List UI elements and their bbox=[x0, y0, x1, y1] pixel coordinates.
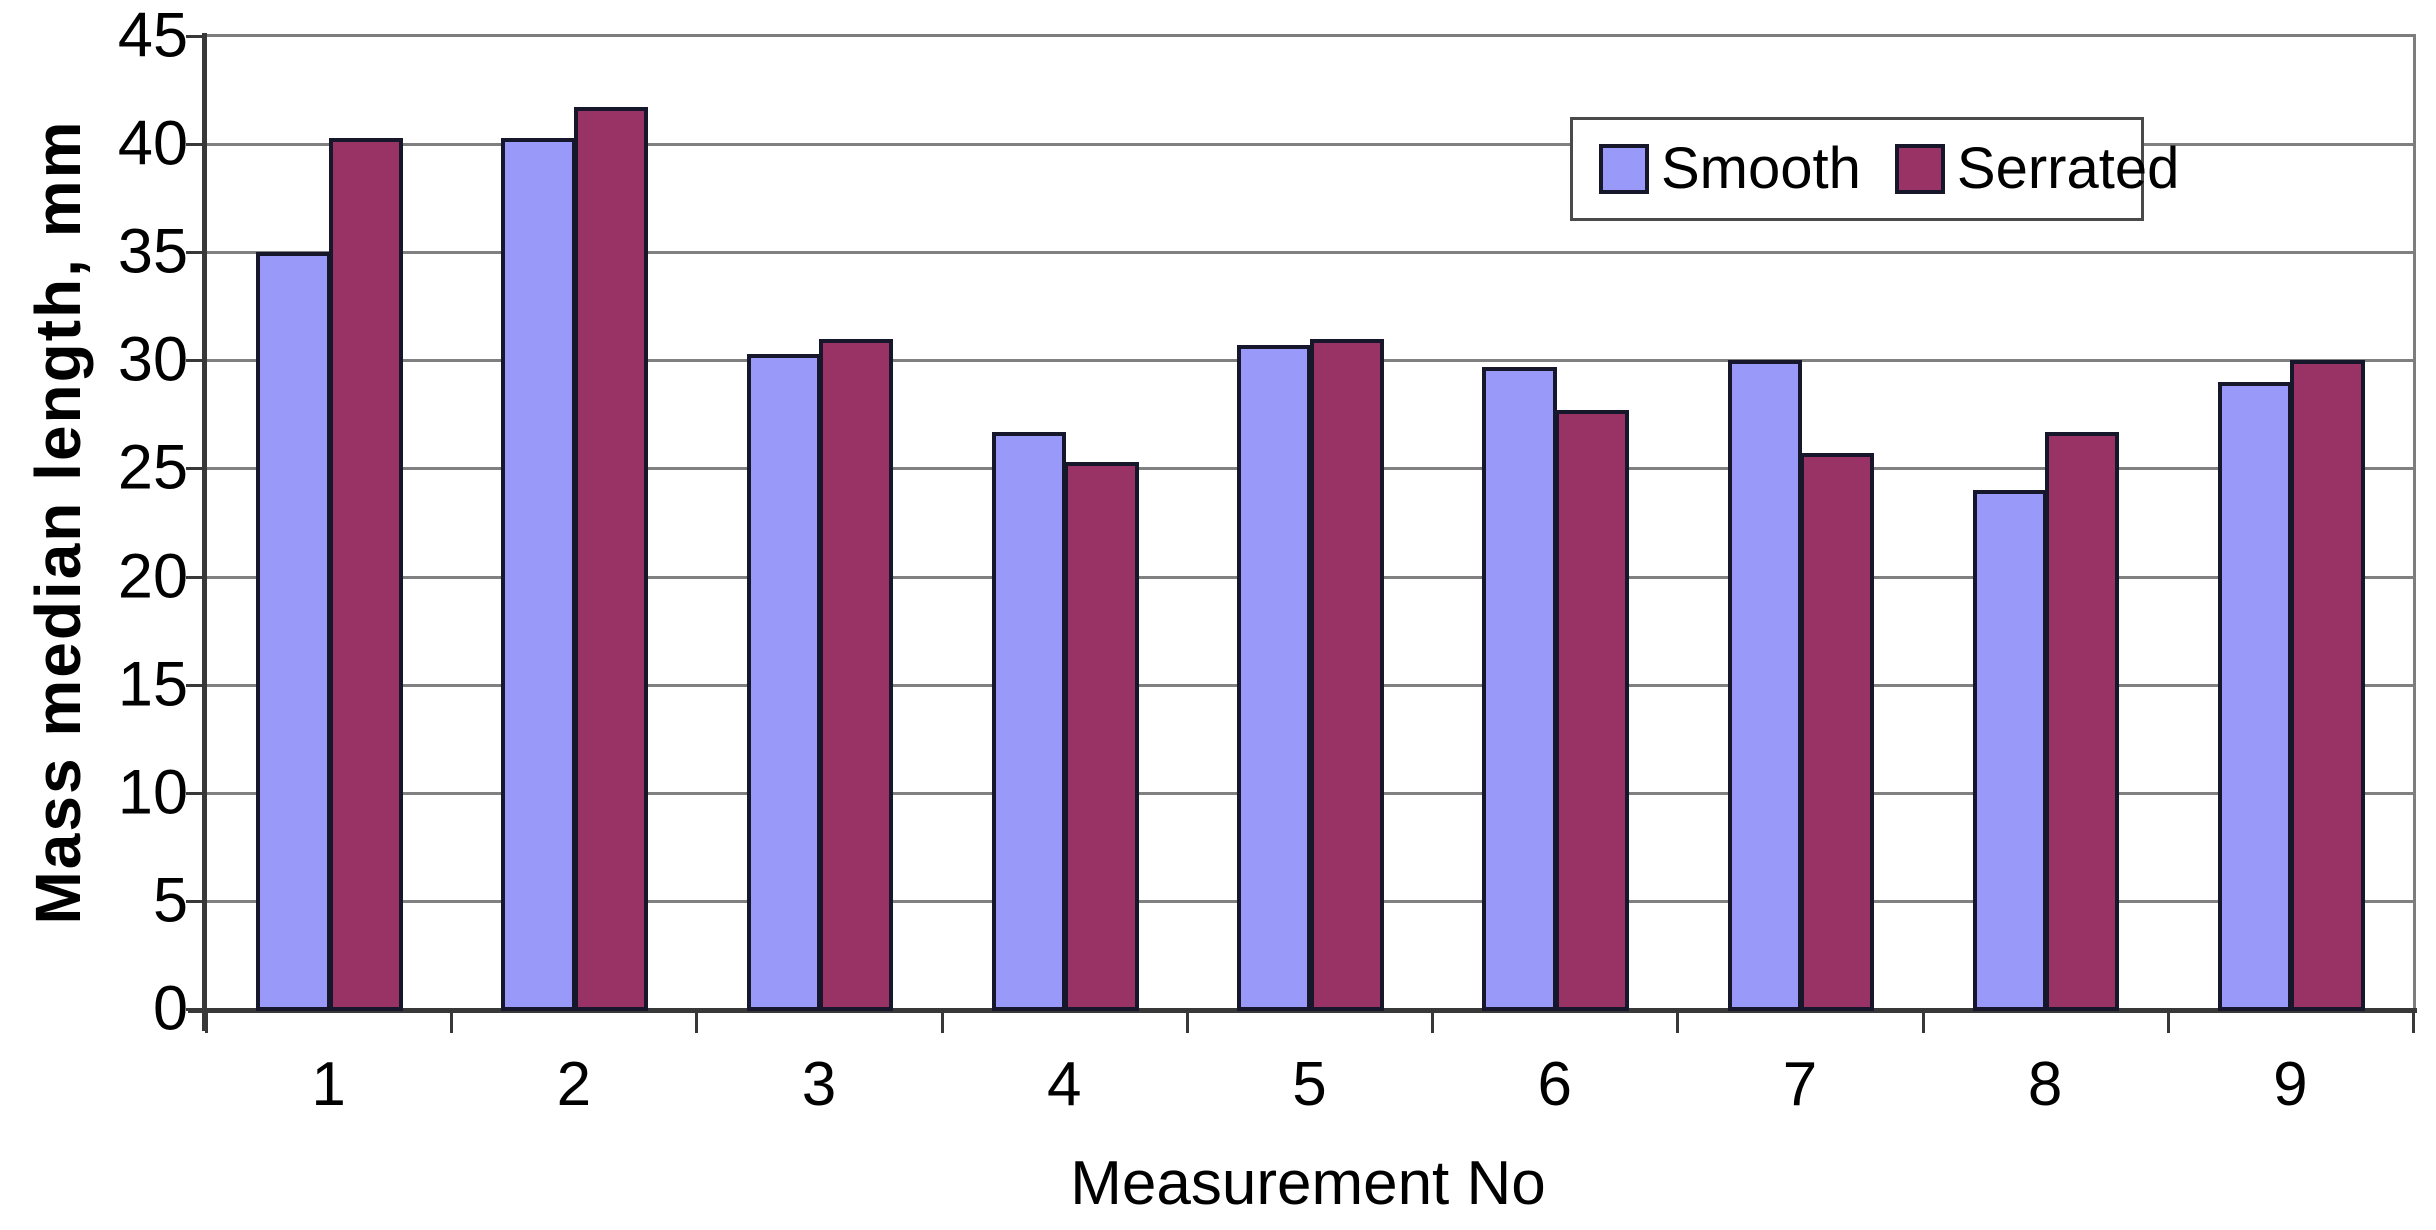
bar-serrated-4 bbox=[1064, 461, 1139, 1011]
bar-smooth-1 bbox=[256, 252, 331, 1011]
y-tick-45 bbox=[186, 35, 206, 38]
x-tick-label-9: 9 bbox=[2273, 1050, 2308, 1119]
y-tick-label-30: 30 bbox=[117, 324, 188, 395]
x-tick-5 bbox=[1431, 1009, 1435, 1033]
x-tick-9 bbox=[2412, 1009, 2415, 1033]
plot-border-right bbox=[2413, 34, 2416, 1011]
plot-border-top bbox=[206, 34, 2416, 37]
y-tick-label-0: 0 bbox=[152, 973, 188, 1044]
y-tick-10 bbox=[186, 791, 206, 795]
bar-smooth-8 bbox=[1972, 490, 2048, 1011]
y-tick-label-45: 45 bbox=[117, 0, 188, 71]
x-tick-3 bbox=[940, 1009, 944, 1033]
bar-smooth-3 bbox=[746, 353, 822, 1011]
y-axis bbox=[202, 33, 207, 1031]
x-tick-8 bbox=[2166, 1009, 2170, 1033]
x-tick-2 bbox=[695, 1009, 699, 1033]
x-tick-label-5: 5 bbox=[1292, 1050, 1327, 1119]
bar-smooth-5 bbox=[1237, 345, 1312, 1011]
gridline-y-40 bbox=[206, 143, 2413, 147]
y-tick-5 bbox=[186, 899, 206, 903]
x-tick-label-8: 8 bbox=[2027, 1050, 2063, 1119]
y-tick-label-40: 40 bbox=[117, 108, 188, 179]
x-tick-label-2: 2 bbox=[556, 1050, 592, 1119]
y-tick-label-15: 15 bbox=[117, 649, 188, 720]
legend-item-serrated: Serrated bbox=[1894, 136, 2180, 201]
bar-serrated-1 bbox=[328, 137, 403, 1011]
bar-serrated-7 bbox=[1799, 453, 1875, 1011]
y-tick-25 bbox=[186, 467, 206, 471]
bar-smooth-6 bbox=[1482, 366, 1557, 1011]
bar-serrated-3 bbox=[819, 338, 894, 1011]
y-tick-label-5: 5 bbox=[152, 865, 188, 936]
y-tick-label-25: 25 bbox=[117, 432, 188, 503]
gridline-y-35 bbox=[206, 251, 2413, 255]
x-tick-label-1: 1 bbox=[311, 1050, 346, 1119]
y-tick-15 bbox=[186, 683, 206, 687]
bar-serrated-5 bbox=[1309, 338, 1384, 1011]
x-tick-6 bbox=[1676, 1009, 1680, 1033]
x-tick-label-6: 6 bbox=[1537, 1050, 1572, 1119]
y-tick-label-20: 20 bbox=[117, 541, 188, 612]
y-tick-0 bbox=[186, 1008, 206, 1011]
bar-serrated-8 bbox=[2045, 431, 2120, 1011]
y-tick-label-35: 35 bbox=[117, 216, 188, 287]
x-tick-label-4: 4 bbox=[1047, 1050, 1082, 1119]
legend: Smooth Serrated bbox=[1570, 117, 2179, 221]
bar-smooth-7 bbox=[1727, 360, 1802, 1011]
legend-swatch-serrated bbox=[1894, 144, 1945, 194]
y-tick-20 bbox=[186, 575, 206, 579]
bar-serrated-2 bbox=[573, 107, 649, 1011]
legend-item-smooth: Smooth bbox=[1599, 140, 1861, 198]
bar-serrated-9 bbox=[2290, 360, 2365, 1011]
bar-smooth-9 bbox=[2218, 381, 2293, 1011]
legend-label-smooth: Smooth bbox=[1661, 136, 1861, 201]
x-axis-title: Measurement No bbox=[1070, 1149, 1546, 1218]
x-tick-0 bbox=[205, 1009, 208, 1033]
x-tick-label-7: 7 bbox=[1782, 1050, 1818, 1119]
legend-swatch-smooth bbox=[1599, 144, 1649, 194]
y-tick-label-10: 10 bbox=[117, 757, 188, 828]
y-tick-30 bbox=[186, 359, 206, 363]
x-tick-1 bbox=[450, 1009, 454, 1033]
x-tick-7 bbox=[1921, 1009, 1925, 1033]
x-tick-4 bbox=[1185, 1009, 1189, 1033]
bar-smooth-2 bbox=[501, 137, 576, 1011]
bar-serrated-6 bbox=[1554, 410, 1630, 1011]
y-tick-40 bbox=[186, 143, 206, 147]
y-tick-35 bbox=[186, 251, 206, 255]
x-tick-label-3: 3 bbox=[801, 1050, 837, 1119]
legend-label-serrated: Serrated bbox=[1956, 136, 2180, 201]
bar-smooth-4 bbox=[991, 431, 1067, 1011]
